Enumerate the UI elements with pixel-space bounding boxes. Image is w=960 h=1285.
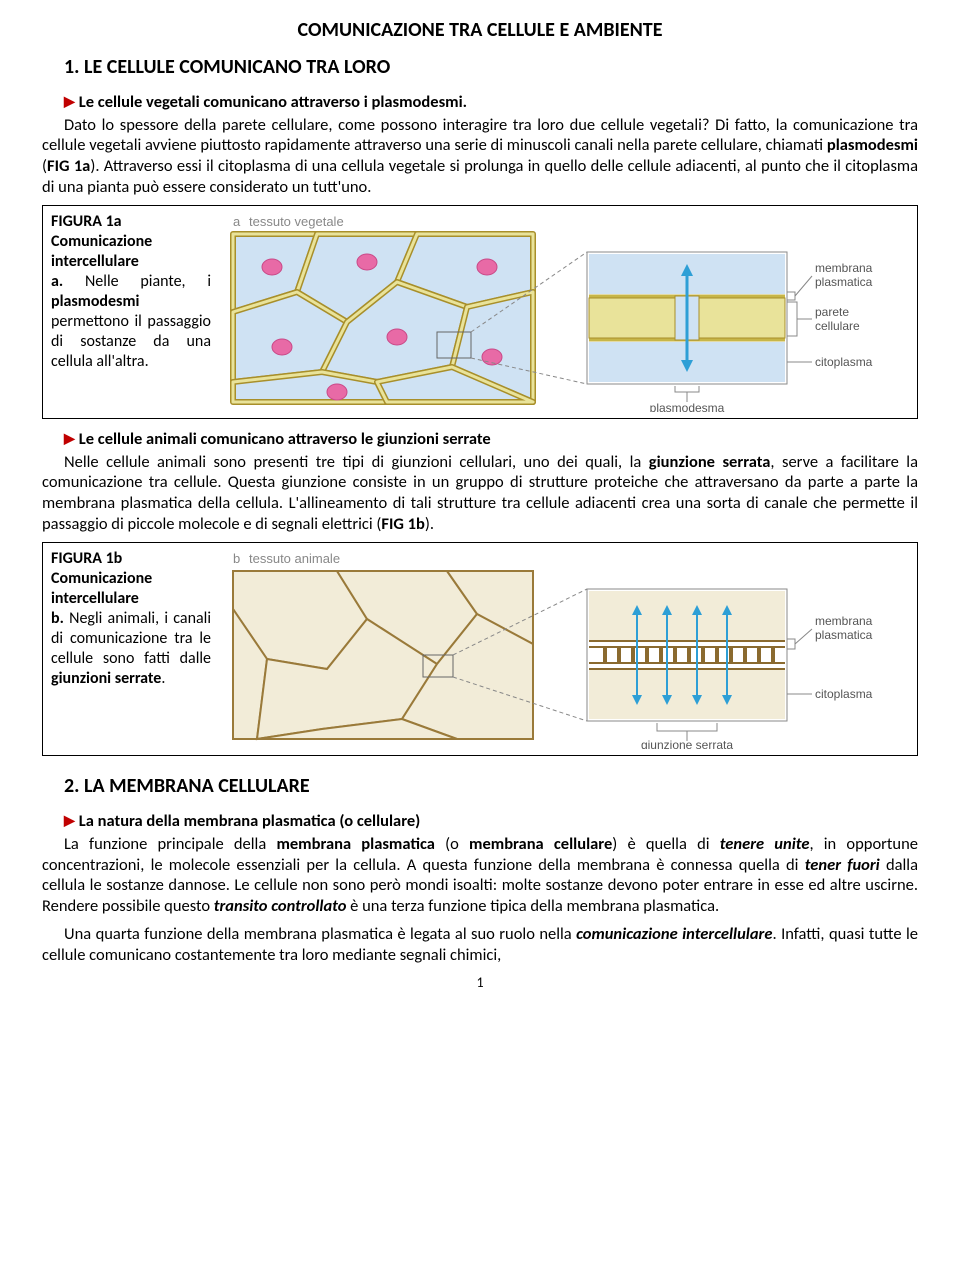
page-number: 1 (42, 974, 918, 992)
bullet-membrana: ▶La natura della membrana plasmatica (o … (64, 811, 918, 832)
figure-1a: FIGURA 1a Comunicazione intercellulare a… (42, 205, 918, 419)
svg-text:a: a (233, 214, 241, 229)
svg-text:membrana: membrana (815, 261, 873, 275)
para-giunzioni: Nelle cellule animali sono presenti tre … (42, 452, 918, 535)
figure-1b: FIGURA 1b Comunicazione intercellulare b… (42, 542, 918, 756)
figure-1a-svg: a tessuto vegetale membranaplasmatica paret… (225, 212, 909, 412)
bullet-text: Le cellule animali comunicano attraverso… (79, 429, 491, 449)
svg-text:tessuto vegetale: tessuto vegetale (249, 214, 344, 229)
para-membrana-2: Una quarta funzione della membrana plasm… (42, 924, 918, 965)
svg-text:plasmatica: plasmatica (815, 275, 873, 289)
section-1-heading: 1. LE CELLULE COMUNICANO TRA LORO (64, 55, 918, 80)
para-plasmodesmi: Dato lo spessore della parete cellulare,… (42, 115, 918, 198)
bullet-giunzioni: ▶Le cellule animali comunicano attravers… (64, 429, 918, 450)
svg-text:membrana: membrana (815, 614, 873, 628)
triangle-icon: ▶ (64, 812, 75, 830)
figure-1b-svg: b tessuto animale membranaplasmatica citopl… (225, 549, 909, 749)
document-title: COMUNICAZIONE TRA CELLULE E AMBIENTE (42, 18, 918, 43)
bullet-text: La natura della membrana plasmatica (o c… (79, 811, 421, 831)
bullet-text: Le cellule vegetali comunicano attravers… (79, 92, 467, 112)
svg-text:b: b (233, 551, 240, 566)
page: COMUNICAZIONE TRA CELLULE E AMBIENTE 1. … (0, 0, 960, 1001)
figure-1a-caption: FIGURA 1a Comunicazione intercellulare a… (51, 212, 211, 412)
bullet-plasmodesmi: ▶Le cellule vegetali comunicano attraver… (64, 92, 918, 113)
svg-text:plasmodesma: plasmodesma (650, 401, 725, 412)
section-2-heading: 2. LA MEMBRANA CELLULARE (64, 774, 918, 799)
svg-text:tessuto animale: tessuto animale (249, 551, 340, 566)
triangle-icon: ▶ (64, 430, 75, 448)
svg-text:citoplasma: citoplasma (815, 355, 873, 369)
svg-text:cellulare: cellulare (815, 319, 860, 333)
triangle-icon: ▶ (64, 93, 75, 111)
svg-text:giunzione serrata: giunzione serrata (641, 738, 733, 749)
svg-text:citoplasma: citoplasma (815, 687, 873, 701)
svg-text:plasmatica: plasmatica (815, 628, 873, 642)
figure-1b-caption: FIGURA 1b Comunicazione intercellulare b… (51, 549, 211, 749)
para-membrana-1: La funzione principale della membrana pl… (42, 834, 918, 917)
svg-text:parete: parete (815, 305, 849, 319)
